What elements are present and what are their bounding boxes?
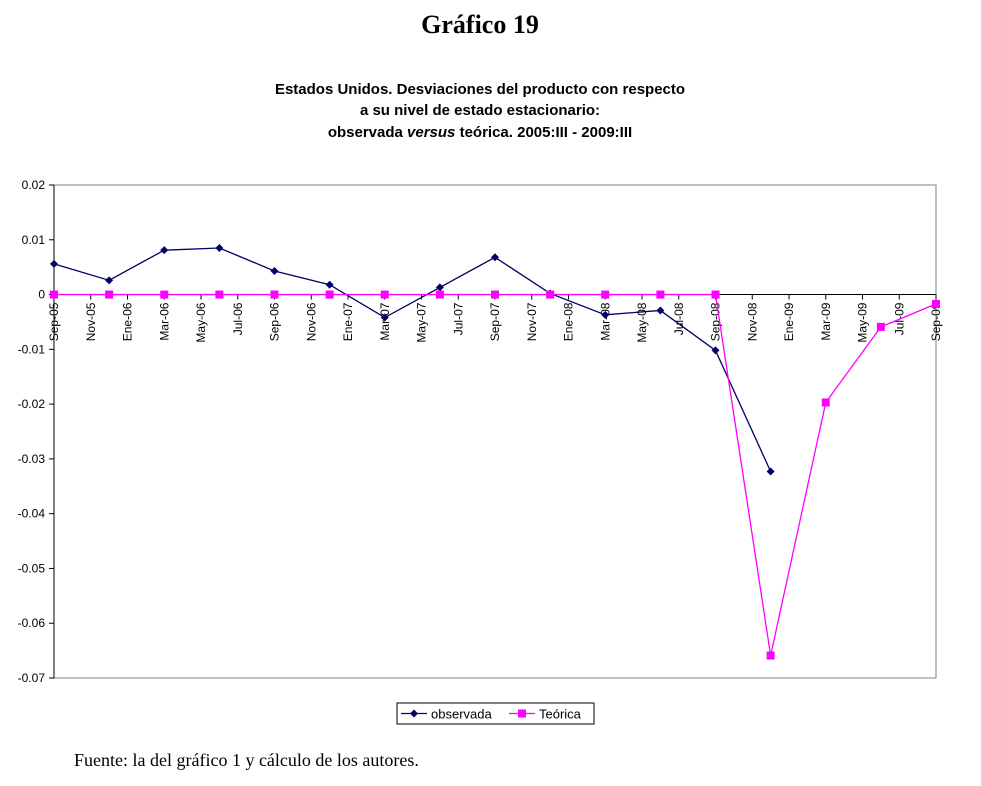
series-line-observada xyxy=(53,247,772,472)
x-tick-label: Ene-08 xyxy=(562,302,576,341)
data-point-teorica xyxy=(711,290,720,299)
x-tick-label: Nov-08 xyxy=(745,302,759,341)
data-point-teorica xyxy=(876,322,885,331)
data-point-observada xyxy=(656,306,665,315)
x-tick-label: Sep-05 xyxy=(47,302,61,341)
y-tick-label: 0.02 xyxy=(22,178,46,192)
data-point-observada xyxy=(711,346,720,355)
x-tick-label: May-07 xyxy=(415,302,429,342)
chart-title-line-2: a su nivel de estado estacionario: xyxy=(359,102,601,119)
x-tick-label: Nov-07 xyxy=(525,302,539,341)
x-tick-label: May-09 xyxy=(856,302,870,342)
x-tick-label: Mar-08 xyxy=(598,302,612,340)
y-tick-label: -0.04 xyxy=(18,507,46,521)
plot-area xyxy=(53,184,937,679)
legend xyxy=(396,702,595,725)
data-point-teorica xyxy=(491,290,499,299)
legend-marker-teorica xyxy=(518,709,526,718)
y-tick-label: -0.06 xyxy=(18,616,46,630)
x-tick-label: Jul-08 xyxy=(672,302,686,335)
x-tick-label: Mar-06 xyxy=(157,302,171,340)
data-point-teorica xyxy=(932,299,940,308)
legend-label-observada: observada xyxy=(431,707,492,722)
legend-marker-observada xyxy=(410,709,418,718)
chart-title-line-1: Estados Unidos. Desviaciones del product… xyxy=(274,81,686,98)
x-tick-label: Mar-09 xyxy=(819,302,833,340)
x-tick-label: Nov-06 xyxy=(304,302,318,341)
data-point-observada xyxy=(270,267,279,276)
y-tick-label: -0.03 xyxy=(18,452,46,466)
x-tick-label: Ene-09 xyxy=(782,302,796,341)
data-point-observada xyxy=(766,467,775,476)
data-point-teorica xyxy=(270,290,279,299)
y-tick-label: -0.07 xyxy=(18,671,46,685)
data-point-observada xyxy=(215,243,224,252)
data-point-observada xyxy=(380,313,389,322)
data-point-teorica xyxy=(215,290,224,299)
y-tick-label: -0.01 xyxy=(18,342,46,356)
page-title: Gráfico 19 xyxy=(421,10,539,39)
source-note: Fuente: la del gráfico 1 y cálculo de lo… xyxy=(74,750,419,770)
data-point-teorica xyxy=(50,290,58,299)
data-point-teorica xyxy=(325,290,334,299)
data-point-teorica xyxy=(160,290,169,299)
data-point-teorica xyxy=(546,290,555,299)
chart-title-period: teórica. 2005:III - 2009:III xyxy=(459,124,633,141)
data-point-observada xyxy=(435,283,444,292)
y-tick-label: -0.02 xyxy=(18,397,46,411)
y-tick-label: 0 xyxy=(38,288,45,302)
x-tick-label: Sep-09 xyxy=(929,302,943,341)
data-point-observada xyxy=(50,259,58,268)
legend-label-teorica: Teórica xyxy=(539,707,582,722)
x-tick-label: May-08 xyxy=(635,302,649,342)
x-tick-label: Jul-06 xyxy=(231,302,245,335)
chart-title-observada: observada xyxy=(327,124,403,141)
data-point-teorica xyxy=(656,290,665,299)
line-chart: 0.02 0.01 0 -0.01 -0.02 -0.03 -0.04 -0.05 -0.06 -… xyxy=(18,178,943,725)
data-point-observada xyxy=(491,253,499,262)
x-tick-label: May-06 xyxy=(194,302,208,342)
x-tick-label: Sep-06 xyxy=(268,302,282,341)
data-point-teorica xyxy=(435,290,444,299)
data-point-teorica xyxy=(105,290,114,299)
data-point-observada xyxy=(160,246,169,255)
data-point-teorica xyxy=(821,398,830,407)
y-tick-label: -0.05 xyxy=(18,561,46,575)
data-point-teorica xyxy=(380,290,389,299)
x-tick-label: Sep-08 xyxy=(709,302,723,341)
data-point-teorica xyxy=(601,290,610,299)
x-tick-label: Nov-05 xyxy=(84,302,98,341)
x-tick-label: Sep-07 xyxy=(488,302,502,341)
data-point-teorica xyxy=(766,651,775,660)
chart-title-line-3: observada versus teórica. 2005:III - 200… xyxy=(0,124,960,141)
x-tick-label: Ene-07 xyxy=(341,302,355,341)
x-tick-label: Jul-07 xyxy=(451,302,465,335)
data-point-observada xyxy=(601,310,610,319)
chart-title-versus: versus xyxy=(407,124,456,141)
x-tick-label: Ene-06 xyxy=(121,302,135,341)
y-tick-label: 0.01 xyxy=(22,233,46,247)
data-point-observada xyxy=(105,276,114,285)
data-point-observada xyxy=(325,280,334,289)
